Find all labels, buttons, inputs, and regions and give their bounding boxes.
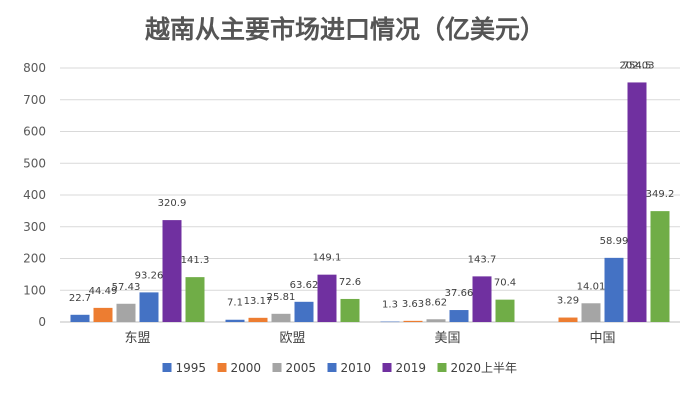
y-tick-label: 700 <box>23 93 46 107</box>
data-label: 7.1 <box>227 298 243 309</box>
y-tick-label: 0 <box>38 315 46 329</box>
legend-label: 2020上半年 <box>451 361 518 375</box>
data-label: 58.99 <box>600 236 629 247</box>
data-label: 44.49 <box>89 286 118 297</box>
data-label: 25.81 <box>267 292 296 303</box>
data-label: 1.3 <box>382 300 398 311</box>
bar <box>294 301 314 322</box>
bar <box>472 276 492 322</box>
bar <box>248 317 268 322</box>
legend-label: 2019 <box>396 361 427 375</box>
legend-label: 2000 <box>231 361 262 375</box>
data-label: 70.4 <box>494 278 516 289</box>
bar <box>271 313 291 322</box>
category-label: 中国 <box>589 331 615 346</box>
bar <box>340 298 360 322</box>
bar <box>70 314 90 322</box>
legend-swatch <box>382 363 392 372</box>
bar <box>380 321 400 323</box>
data-label: 37.66 <box>445 288 474 299</box>
bar <box>449 310 469 322</box>
data-label: 3.63 <box>402 299 424 310</box>
data-label: 320.9 <box>158 198 187 209</box>
bars <box>70 82 670 323</box>
bar <box>558 317 578 322</box>
y-tick-label: 500 <box>23 156 46 170</box>
data-label: 349.2 <box>646 189 675 200</box>
category-label: 美国 <box>434 331 460 346</box>
data-label: 8.62 <box>425 297 447 308</box>
data-label: 22.7 <box>69 293 91 304</box>
legend-label: 2005 <box>286 361 317 375</box>
data-label: 3.29 <box>557 296 579 307</box>
y-tick-label: 100 <box>23 283 46 297</box>
bar <box>604 257 624 322</box>
y-tick-label: 600 <box>23 125 46 139</box>
data-label: 754.5 <box>623 60 652 71</box>
bar <box>495 299 515 322</box>
y-tick-label: 400 <box>23 188 46 202</box>
legend-swatch <box>217 363 227 372</box>
bar <box>185 277 205 322</box>
data-label: 13.17 <box>244 296 273 307</box>
legend-swatch <box>162 363 172 372</box>
data-label: 141.3 <box>181 255 210 266</box>
bar <box>139 292 159 322</box>
category-label: 欧盟 <box>279 331 305 346</box>
legend-swatch <box>437 363 447 372</box>
bar <box>650 211 670 322</box>
bar <box>426 319 446 322</box>
data-label: 72.6 <box>339 277 361 288</box>
bar <box>627 82 647 322</box>
legend-swatch <box>327 363 337 372</box>
legend: 1995 2000 2005 2010 2019 2020上半年 <box>162 361 518 375</box>
bar <box>403 320 423 322</box>
data-label: 202.03 <box>620 60 655 71</box>
data-label: 63.62 <box>290 280 319 291</box>
bar <box>93 307 113 322</box>
data-label: 143.7 <box>468 254 497 265</box>
data-label: 93.26 <box>135 270 164 281</box>
bar <box>116 303 136 322</box>
bar <box>317 274 337 322</box>
bar <box>225 319 245 322</box>
data-label: 57.43 <box>112 282 141 293</box>
y-tick-label: 200 <box>23 252 46 266</box>
legend-swatch <box>272 363 282 372</box>
data-label: 14.01 <box>577 281 606 292</box>
y-tick-label: 800 <box>23 61 46 75</box>
legend-label: 1995 <box>176 361 207 375</box>
y-tick-label: 300 <box>23 220 46 234</box>
bar <box>581 303 601 322</box>
legend-label: 2010 <box>341 361 372 375</box>
chart-title: 越南从主要市场进口情况（亿美元） <box>145 15 545 44</box>
data-label: 149.1 <box>313 253 342 264</box>
x-axis-categories: 东盟 欧盟 美国 中国 <box>124 331 615 346</box>
category-label: 东盟 <box>124 331 150 346</box>
bar <box>162 220 182 322</box>
y-axis-ticks: 0 100 200 300 400 500 600 700 800 <box>23 61 46 329</box>
